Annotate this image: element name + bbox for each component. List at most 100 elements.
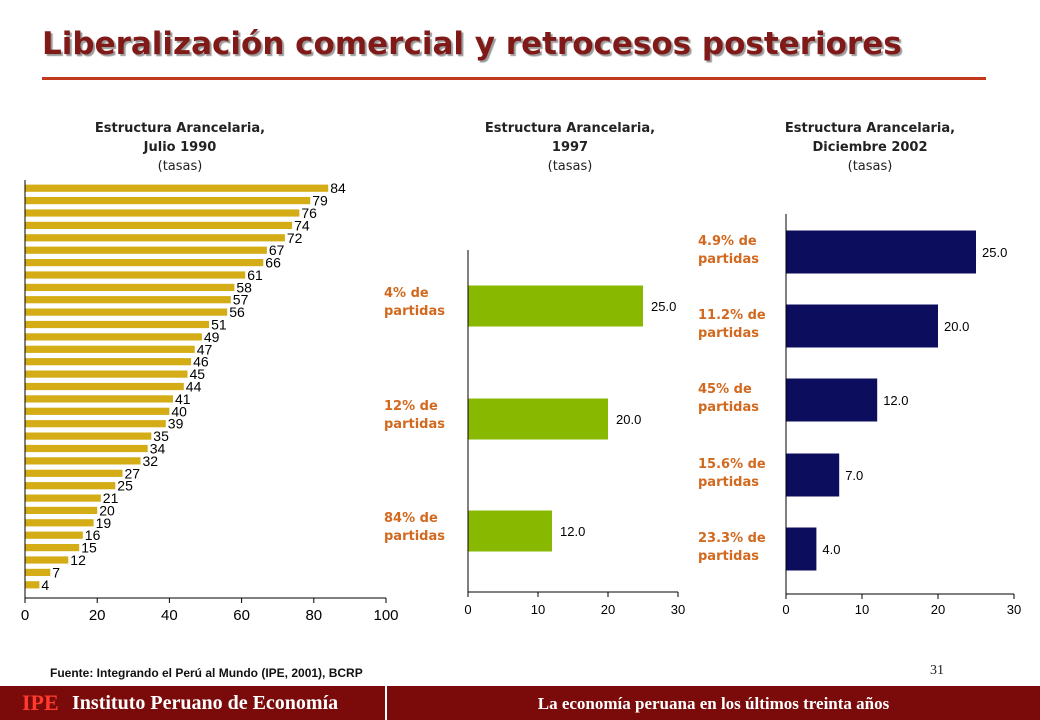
institution-name: Instituto Peruano de Economía [72,692,339,714]
chart-1-bar [25,221,293,229]
chart-1-bar-label: 39 [168,416,184,432]
chart-1-bar [25,382,184,391]
ipe-logo: IPE [22,690,59,715]
chart-1-bar-label: 16 [85,527,101,543]
chart-1-bar-label: 32 [143,453,159,469]
chart-3-annotation-line1: 15.6% de [698,457,766,472]
chart-2-bar-label: 20.0 [616,412,641,427]
chart-2-x-tick-label: 30 [671,602,685,617]
chart-1-x-tick-label: 80 [305,607,322,624]
chart-3-bar [786,378,878,422]
chart-1-bar [25,556,69,564]
page-number: 31 [930,663,944,678]
chart-2-bar [468,510,552,552]
footer-right: La economía peruana en los últimos trein… [385,686,1040,720]
chart-2-title-line1: Estructura Arancelaria, [484,121,656,136]
chart-1-bar [25,544,80,552]
chart-1-bar [25,568,51,576]
chart-1-bar-label: 40 [171,403,187,419]
chart-1-bar [25,209,300,217]
chart-3-annotation-line1: 4.9% de [698,234,757,249]
chart-2-x-tick-label: 20 [601,602,615,617]
chart-1-bar-label: 56 [229,304,245,320]
chart-1-bar [25,320,210,329]
chart-1-bar [25,444,148,453]
source-note: Fuente: Integrando el Perú al Mundo (IPE… [50,666,363,680]
chart-3-bar-label: 7.0 [845,468,863,483]
chart-1-x-tick-label: 0 [21,607,29,624]
chart-1-bar [25,358,192,366]
chart-1-bar-label: 67 [269,242,285,258]
chart-1-bar [25,482,116,490]
chart-1-bar [25,531,83,539]
chart-1-bar-label: 84 [330,180,346,196]
chart-1-bar-label: 12 [70,552,86,568]
chart-3-title-line1: Estructura Arancelaria, [784,121,956,136]
chart-1-bar-label: 19 [96,515,112,531]
chart-3-bar-label: 20.0 [944,319,969,334]
chart-1-bar [25,432,152,440]
chart-3-bar [786,304,938,348]
chart-3-annotation-line2: partidas [698,475,759,490]
chart-3-annotation-line2: partidas [698,549,759,564]
chart-1-bar [25,420,166,428]
chart-3-bar-label: 12.0 [883,393,908,408]
chart-3-bar [786,230,976,274]
chart-1-bar [25,296,231,304]
chart-3-bar-label: 4.0 [822,542,840,557]
chart-1-bar [25,506,98,514]
chart-1-bar [25,246,267,254]
chart-3-title: Estructura Arancelaria, Diciembre 2002 (… [745,119,995,176]
chart-1-bar-label: 79 [312,193,328,209]
chart-2-title-line2: 1997 [551,140,589,155]
chart-1-bar-label: 49 [204,329,220,345]
chart-1-bar [25,407,170,415]
chart-1-bar-label: 41 [175,391,191,407]
chart-3-title-line2: Diciembre 2002 [812,140,928,155]
chart-2-bar-label: 25.0 [651,299,676,314]
chart-1-bar [25,234,285,242]
chart-1-bar-label: 72 [287,230,303,246]
chart-1-bar [25,494,101,502]
chart-3-x-tick-label: 10 [855,602,869,617]
chart-3-x-tick-label: 30 [1007,602,1021,617]
chart-1-bar-label: 20 [99,502,115,518]
chart-1-bar [25,519,94,527]
chart-1-x-tick-label: 20 [89,607,106,624]
chart-2-annotation-line2: partidas [384,304,445,319]
chart-2-bar-label: 12.0 [560,524,585,539]
chart-1-bar [25,271,246,279]
chart-1-bar [25,259,264,267]
footer-bar: IPE Instituto Peruano de Economía La eco… [0,686,1040,720]
chart-2-x-tick-label: 0 [464,602,471,617]
chart-1-bar [25,197,311,205]
chart-1-bar-label: 51 [211,317,227,333]
chart-1-bar-label: 58 [236,279,252,295]
chart-2-x-tick-label: 10 [531,602,545,617]
footer-tagline: La economía peruana en los últimos trein… [537,694,890,713]
chart-3-subtitle: (tasas) [847,159,893,174]
chart-2-bar [468,285,643,327]
chart-3-bar-label: 25.0 [982,245,1007,260]
chart-1-bar-label: 4 [41,577,49,593]
chart-1-bar-label: 15 [81,540,97,556]
chart-3-annotation-line2: partidas [698,326,759,341]
chart-1-bar [25,184,329,192]
chart-1-bar-label: 76 [301,205,317,221]
chart-2-annotation-line1: 4% de [384,286,429,301]
chart-1-bar [25,469,123,477]
footer-left: IPE Instituto Peruano de Economía [0,686,385,720]
chart-3-bar [786,453,840,497]
chart-1-bar-label: 7 [52,564,60,580]
chart-1-bar-label: 35 [153,428,169,444]
chart-2-annotation-line2: partidas [384,417,445,432]
chart-1-bar [25,457,141,465]
chart-1-bar [25,395,173,403]
chart-2-annotation-line2: partidas [384,529,445,544]
chart-3-annotation-line2: partidas [698,252,759,267]
chart-3-bar [786,527,817,571]
chart-2-annotation-line1: 12% de [384,399,438,414]
title-underline [42,77,986,80]
chart-1-bar-label: 66 [265,255,281,271]
chart-1-x-tick-label: 100 [373,607,398,624]
